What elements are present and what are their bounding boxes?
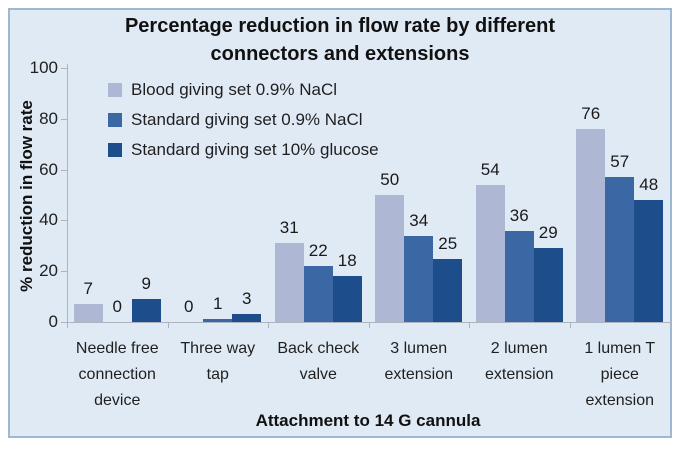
legend-label: Standard giving set 10% glucose — [131, 140, 379, 159]
bar-3-category-3 — [332, 276, 362, 322]
bar-2-category-5 — [504, 230, 534, 322]
category-label: Three way tap — [180, 340, 256, 383]
x-tick-mark — [167, 323, 169, 328]
legend-swatch-icon — [108, 143, 122, 157]
y-tick-mark — [61, 169, 67, 171]
x-tick-mark — [268, 323, 269, 328]
x-tick-mark — [368, 323, 370, 328]
x-axis-line — [67, 322, 671, 323]
category-label: 1 lumen T piece extension — [584, 340, 656, 409]
x-tick-mark — [670, 323, 671, 328]
legend-item: Standard giving set 10% glucose — [108, 140, 379, 159]
bar-3-category-4 — [433, 258, 463, 322]
bar-value-label: 0 — [184, 297, 194, 316]
y-tick-mark — [61, 220, 67, 222]
bar-value-label: 57 — [610, 152, 630, 172]
y-axis-line — [67, 64, 68, 327]
y-tick-mark — [61, 118, 67, 120]
category-label: Back check valve — [277, 340, 360, 383]
bar-1-category-5 — [475, 184, 505, 322]
legend-label: Standard giving set 0.9% NaCl — [131, 110, 363, 129]
y-tick-mark — [61, 271, 67, 273]
bar-1-category-3 — [274, 243, 304, 322]
x-axis-title: Attachment to 14 G cannula — [255, 411, 481, 430]
bar-2-category-2 — [203, 319, 233, 322]
bar-value-label: 3 — [242, 289, 252, 309]
bar-1-category-1 — [73, 304, 103, 322]
bar-2-category-4 — [404, 235, 434, 322]
bar-value-label: 29 — [538, 223, 558, 243]
chart-frame — [8, 8, 672, 438]
bar-3-category-2 — [232, 314, 262, 322]
y-tick-label: 100 — [29, 58, 58, 77]
bar-3-category-1 — [131, 299, 161, 322]
bar-value-label: 34 — [409, 210, 429, 230]
x-tick-mark — [67, 323, 68, 328]
bar-value-label: 7 — [83, 279, 93, 299]
y-tick-label: 60 — [39, 159, 58, 179]
category-label: Needle free connection device — [75, 340, 159, 409]
bar-3-category-6 — [634, 200, 664, 322]
bar-value-label: 50 — [380, 170, 400, 189]
bar-value-label: 76 — [581, 103, 601, 123]
bar-3-category-5 — [533, 248, 563, 322]
bar-value-label: 25 — [438, 233, 458, 253]
y-tick-label: 80 — [39, 108, 58, 128]
y-tick-label: 0 — [48, 312, 58, 331]
legend-label: Blood giving set 0.9% NaCl — [131, 80, 338, 99]
plot-area: 7 0 9 0 1 3 31 22 18 50 34 25 54 36 29 76 57 48 — [67, 68, 670, 322]
bar-2-category-6 — [605, 177, 635, 322]
chart-title: Percentage reduction in flow rate by dif… — [8, 12, 672, 68]
legend: Blood giving set 0.9% NaCl Standard givin… — [108, 80, 379, 173]
legend-item: Standard giving set 0.9% NaCl — [108, 110, 379, 129]
bar-1-category-4 — [375, 195, 405, 322]
y-tick-label: 40 — [39, 210, 58, 230]
y-tick-mark — [61, 322, 67, 323]
bar-value-label: 18 — [337, 251, 357, 271]
bar-value-label: 9 — [141, 274, 151, 294]
bar-value-label: 36 — [509, 205, 529, 225]
bar-value-label: 22 — [308, 241, 328, 261]
bar-value-label: 31 — [279, 218, 299, 238]
x-tick-mark — [469, 323, 470, 328]
bar-value-label: 48 — [639, 175, 659, 195]
category-label: 3 lumen extension — [384, 340, 454, 383]
chart-title-text: Percentage reduction in flow rate by dif… — [124, 15, 556, 65]
y-tick-label: 20 — [39, 261, 58, 281]
bar-value-label: 1 — [213, 294, 223, 314]
bar-value-label: 54 — [480, 159, 500, 179]
bar-value-label: 0 — [112, 297, 122, 316]
bar-2-category-3 — [303, 266, 333, 322]
y-tick-mark — [61, 68, 67, 69]
legend-item: Blood giving set 0.9% NaCl — [108, 80, 379, 99]
legend-swatch-icon — [108, 113, 122, 127]
x-tick-mark — [569, 323, 571, 328]
category-label: 2 lumen extension — [485, 340, 554, 383]
bar-1-category-6 — [576, 128, 606, 322]
legend-swatch-icon — [108, 83, 122, 97]
